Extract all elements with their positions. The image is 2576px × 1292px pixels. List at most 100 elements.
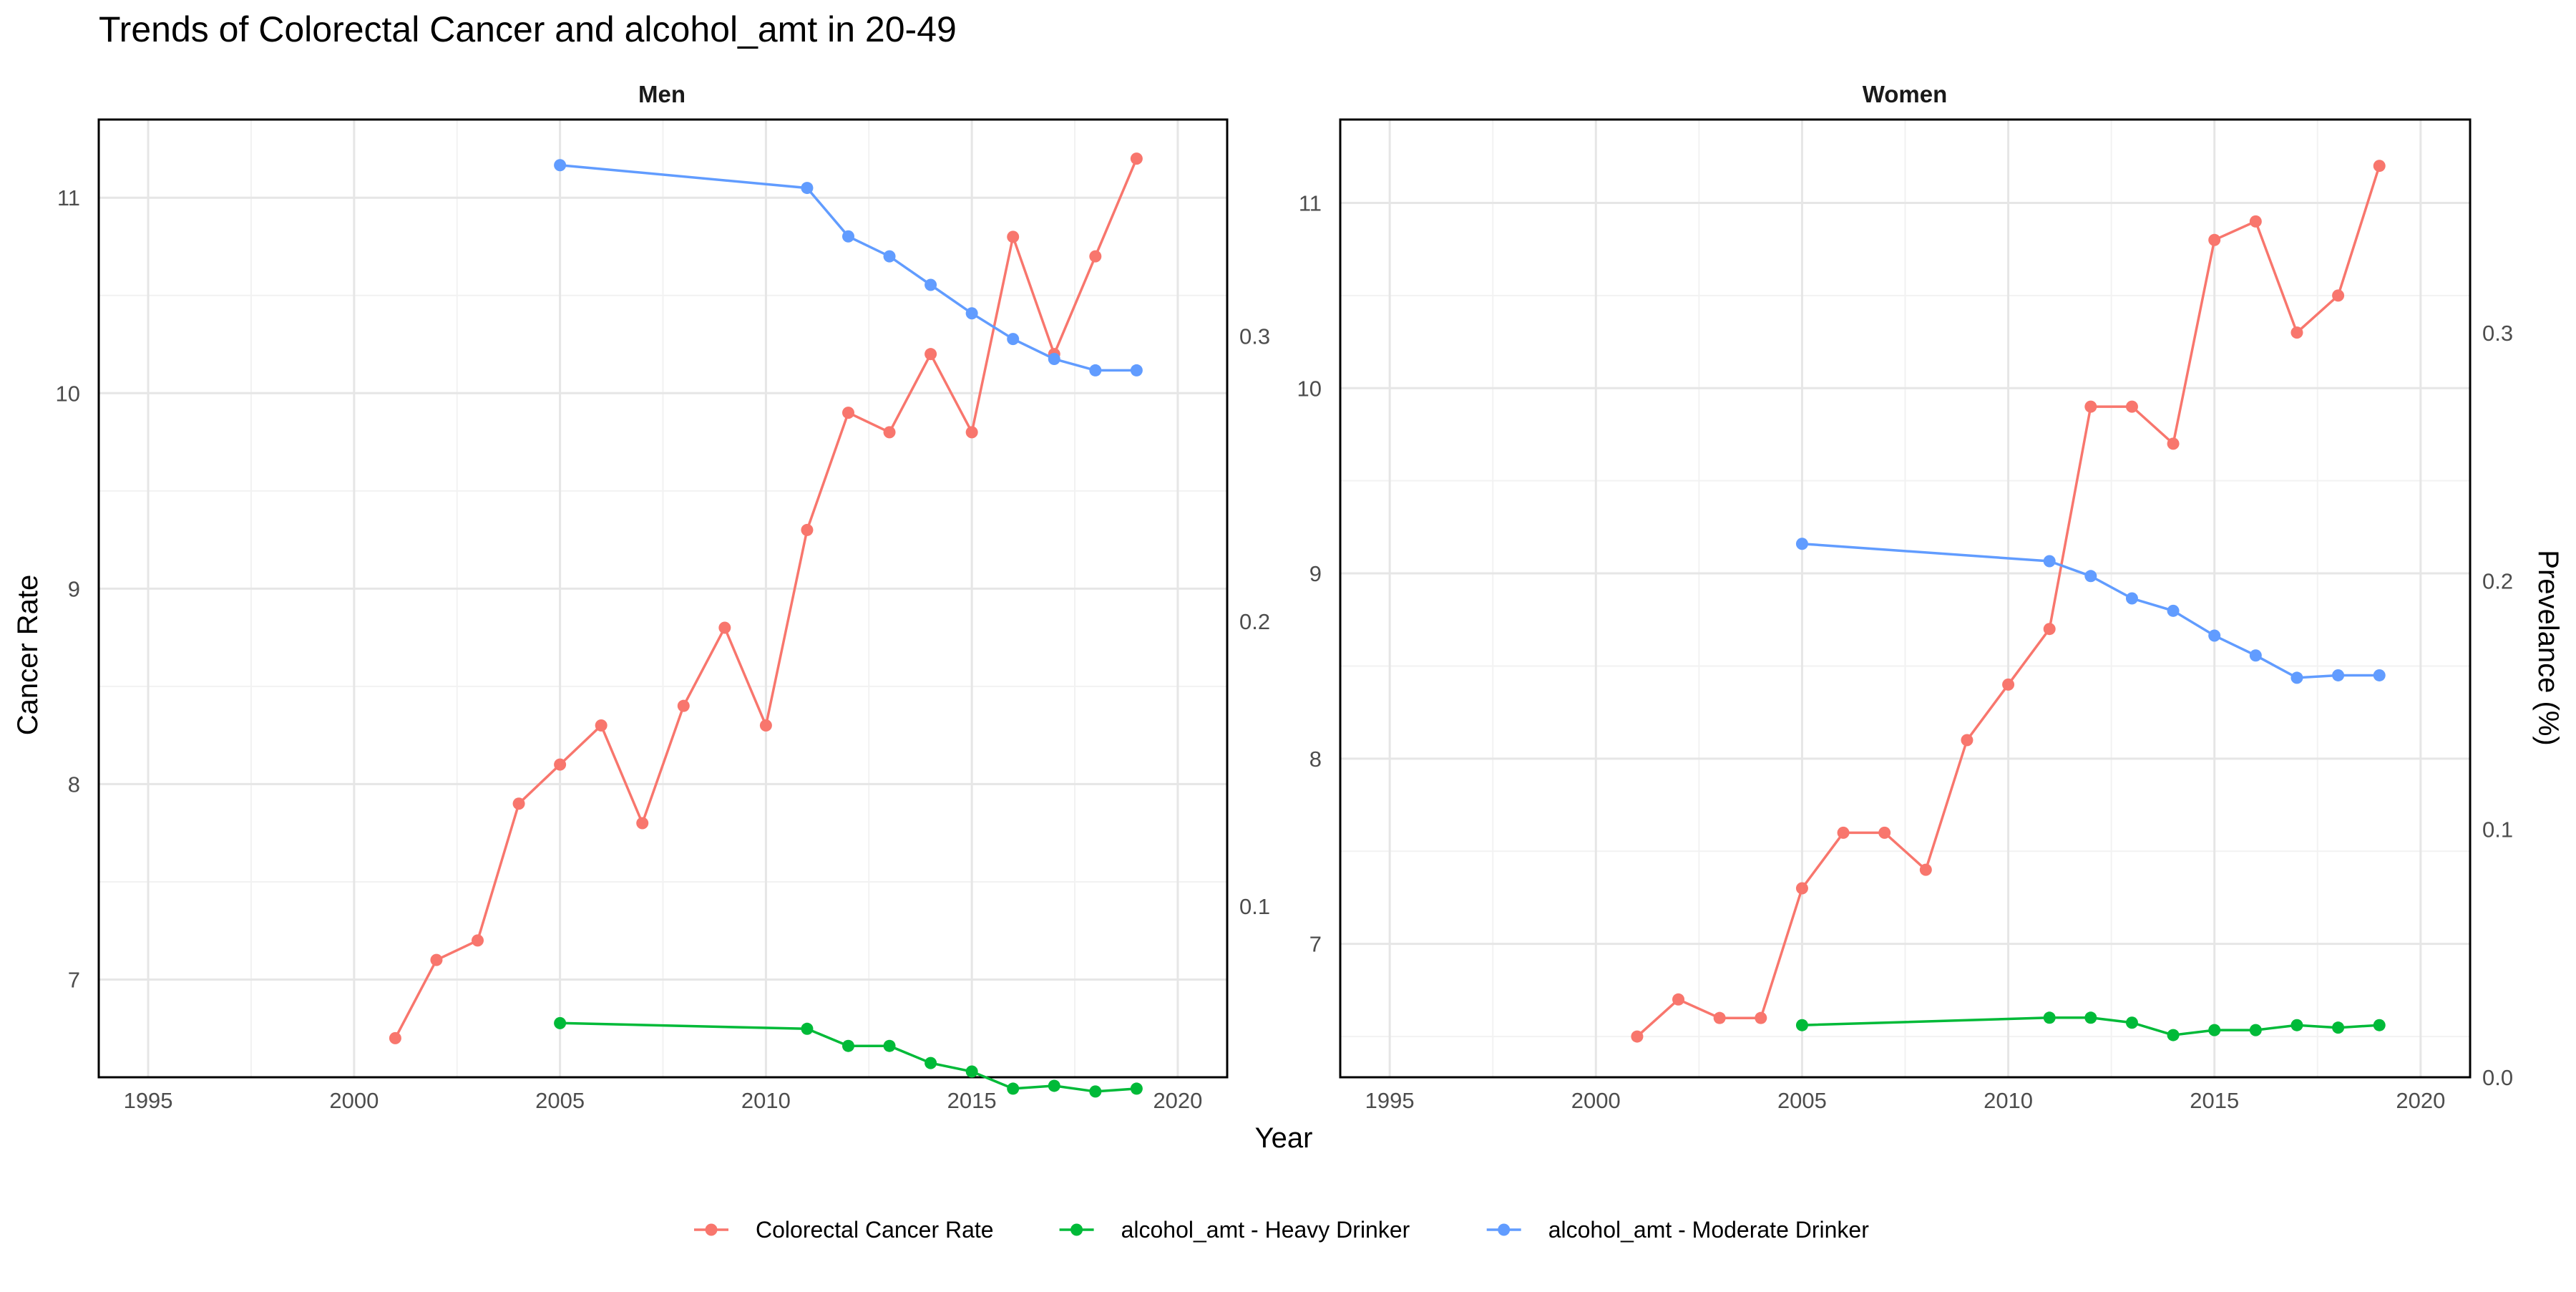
legend-label: Colorectal Cancer Rate xyxy=(756,1217,994,1243)
data-point-cancer-men xyxy=(677,699,690,712)
data-point-heavy-men xyxy=(1089,1085,1102,1098)
y-left-tick-label: 7 xyxy=(68,967,80,992)
x-tick-label: 1995 xyxy=(124,1088,173,1113)
data-point-cancer-women xyxy=(1713,1011,1726,1024)
legend-item-moderate: alcohol_amt - Moderate Drinker xyxy=(1486,1217,1870,1243)
data-point-moderate-men xyxy=(1048,353,1060,365)
data-point-heavy-women xyxy=(2043,1011,2056,1024)
data-point-cancer-men xyxy=(1130,152,1143,165)
data-point-heavy-men xyxy=(801,1022,814,1035)
legend-label: alcohol_amt - Moderate Drinker xyxy=(1548,1217,1870,1243)
series-line-moderate-women xyxy=(1802,542,2380,679)
legend-item-cancer: Colorectal Cancer Rate xyxy=(694,1217,994,1243)
series-line-heavy-men xyxy=(560,1021,1137,1093)
data-point-cancer-men xyxy=(1007,230,1020,243)
data-point-cancer-women xyxy=(1795,882,1808,895)
data-point-heavy-men xyxy=(883,1039,896,1052)
x-tick-label: 2000 xyxy=(329,1088,379,1113)
y-left-tick-label: 8 xyxy=(1309,747,1322,772)
x-tick-label: 2015 xyxy=(2190,1088,2239,1113)
data-point-heavy-women xyxy=(2373,1019,2386,1031)
panel-strip-men: Men xyxy=(638,81,686,107)
data-point-cancer-men xyxy=(1089,250,1102,263)
data-point-heavy-women xyxy=(2208,1024,2221,1036)
x-tick-label: 2010 xyxy=(741,1088,791,1113)
data-point-heavy-men xyxy=(1007,1082,1020,1095)
data-point-moderate-women xyxy=(2043,555,2056,568)
y-right-tick-label: 0.3 xyxy=(2482,321,2513,346)
y-axis-left-label: Cancer Rate xyxy=(12,575,44,736)
data-point-moderate-women xyxy=(2125,592,2138,605)
x-tick-label: 2005 xyxy=(1777,1088,1827,1113)
panel-men: 1995 2000 2005 2010 2015 2020 7 8 9 10 11 0.1 0.2 0.3 xyxy=(56,118,1270,1113)
x-tick-label: 2015 xyxy=(947,1088,997,1113)
panel-border xyxy=(1339,118,2472,1079)
data-point-cancer-women xyxy=(2002,678,2015,691)
y-left-tick-label: 10 xyxy=(56,381,80,406)
x-tick-label: 1995 xyxy=(1365,1088,1415,1113)
data-point-moderate-women xyxy=(2249,649,2262,662)
chart-title: Trends of Colorectal Cancer and alcohol_… xyxy=(99,9,957,49)
data-point-cancer-men xyxy=(801,523,814,536)
data-point-heavy-women xyxy=(2249,1024,2262,1036)
y-left-tick-label: 10 xyxy=(1297,376,1322,401)
data-point-heavy-women xyxy=(2125,1016,2138,1029)
data-point-moderate-men xyxy=(1089,364,1102,377)
data-point-moderate-women xyxy=(2208,629,2221,642)
y-left-tick-label: 11 xyxy=(57,185,80,210)
x-tick-label: 2020 xyxy=(1153,1088,1202,1113)
data-point-cancer-women xyxy=(1755,1011,1767,1024)
x-tick-label: 2000 xyxy=(1571,1088,1621,1113)
data-point-moderate-men xyxy=(924,278,937,291)
data-point-heavy-men xyxy=(554,1016,567,1029)
y-right-tick-label: 0.0 xyxy=(2482,1065,2513,1090)
data-point-cancer-women xyxy=(1878,826,1891,839)
data-point-moderate-women xyxy=(2167,604,2180,617)
legend-key-point xyxy=(705,1223,718,1236)
data-point-cancer-women xyxy=(2125,400,2138,413)
data-point-cancer-men xyxy=(841,407,854,419)
data-point-cancer-women xyxy=(1961,734,1974,747)
data-point-cancer-women xyxy=(1631,1030,1644,1043)
data-point-moderate-men xyxy=(841,230,854,243)
y-left-tick-label: 11 xyxy=(1299,190,1322,215)
x-tick-label: 2010 xyxy=(1984,1088,2033,1113)
panel-strip-women: Women xyxy=(1863,81,1948,107)
y-left-tick-label: 9 xyxy=(1309,561,1322,586)
data-point-cancer-men xyxy=(512,797,525,810)
data-point-heavy-women xyxy=(2084,1011,2097,1024)
data-point-moderate-women xyxy=(1795,538,1808,550)
data-point-cancer-men xyxy=(472,934,484,947)
y-left-tick-label: 9 xyxy=(68,576,80,601)
y-right-tick-label: 0.1 xyxy=(1239,894,1270,919)
data-point-heavy-men xyxy=(965,1065,978,1078)
data-point-heavy-women xyxy=(2167,1029,2180,1041)
data-point-cancer-women xyxy=(2249,215,2262,228)
data-point-cancer-men xyxy=(636,817,649,830)
data-point-moderate-women xyxy=(2290,671,2303,684)
data-point-cancer-men xyxy=(595,719,608,732)
y-right-tick-label: 0.3 xyxy=(1239,324,1270,349)
data-point-cancer-women xyxy=(2167,437,2180,450)
x-tick-label: 2020 xyxy=(2396,1088,2445,1113)
data-point-moderate-women xyxy=(2332,669,2345,681)
y-left-tick-label: 7 xyxy=(1309,932,1322,957)
data-point-cancer-men xyxy=(965,426,978,439)
y-axis-right-label: Prevelance (%) xyxy=(2532,550,2564,745)
data-point-heavy-men xyxy=(841,1039,854,1052)
data-point-cancer-men xyxy=(883,426,896,439)
panel-border xyxy=(97,118,1229,1079)
data-point-moderate-men xyxy=(883,250,896,263)
x-tick-label: 2005 xyxy=(535,1088,585,1113)
x-axis-label: Year xyxy=(1255,1122,1313,1154)
legend-label: alcohol_amt - Heavy Drinker xyxy=(1121,1217,1410,1243)
data-point-heavy-men xyxy=(924,1057,937,1069)
data-point-cancer-men xyxy=(718,621,731,634)
data-point-cancer-women xyxy=(2043,623,2056,636)
data-point-heavy-women xyxy=(2290,1019,2303,1031)
data-point-moderate-men xyxy=(801,182,814,195)
legend-key-point xyxy=(1498,1223,1511,1236)
data-point-moderate-women xyxy=(2373,669,2386,681)
